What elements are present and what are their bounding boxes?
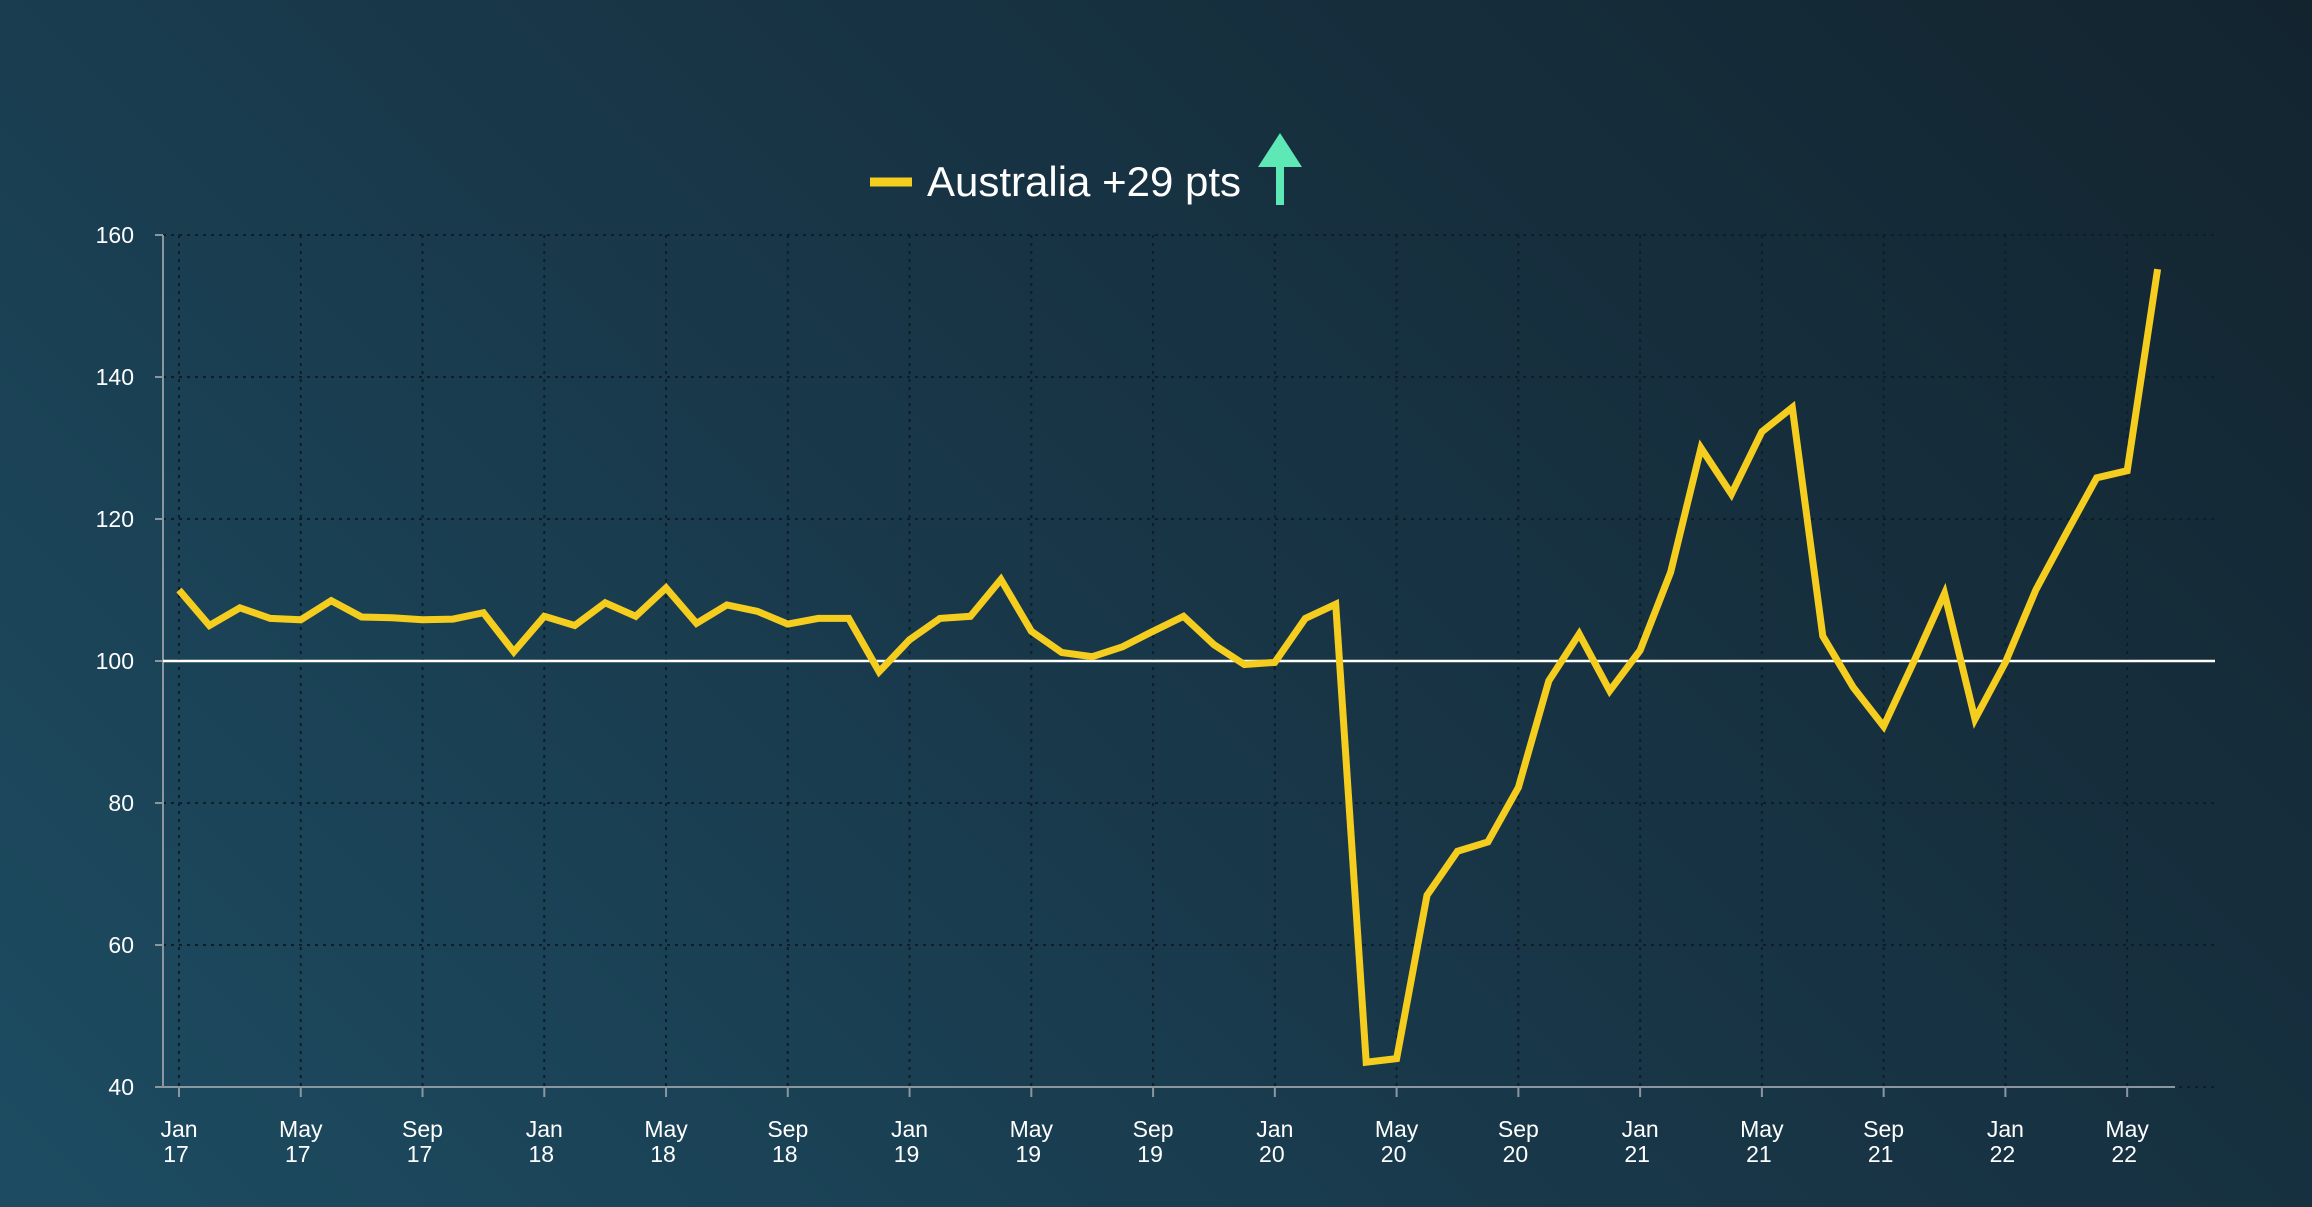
series-line-australia — [176, 268, 2162, 1067]
x-tick-label-month: Sep — [1498, 1116, 1539, 1142]
x-tick-label-month: May — [2105, 1116, 2149, 1142]
axes — [155, 234, 2175, 1097]
x-tick-label-month: Sep — [402, 1116, 443, 1142]
x-tick-label-year: 19 — [1016, 1141, 1042, 1167]
y-tick-label: 40 — [108, 1074, 134, 1100]
x-axis-tick-labels: Jan17May17Sep17Jan18May18Sep18Jan19May19… — [160, 1116, 2149, 1167]
arrow-up-icon — [1258, 133, 1302, 205]
y-axis-tick-labels: 40 60 80 100 120 140 160 — [96, 222, 134, 1100]
x-tick-label-month: Sep — [1863, 1116, 1904, 1142]
x-tick-label-year: 22 — [1990, 1141, 2016, 1167]
x-tick-label-year: 17 — [163, 1141, 189, 1167]
x-tick-label-month: Sep — [767, 1116, 808, 1142]
y-tick-label: 160 — [96, 222, 134, 248]
legend: Australia +29 pts — [870, 133, 1302, 205]
y-tick-label: 80 — [108, 790, 134, 816]
legend-label: Australia +29 pts — [927, 158, 1241, 205]
x-tick-label-month: Jan — [891, 1116, 928, 1142]
x-tick-label-month: Jan — [526, 1116, 563, 1142]
x-tick-label-year: 21 — [1868, 1141, 1894, 1167]
x-tick-label-month: Jan — [1256, 1116, 1293, 1142]
x-tick-label-year: 22 — [2111, 1141, 2137, 1167]
x-tick-label-year: 20 — [1381, 1141, 1407, 1167]
x-tick-label-month: May — [279, 1116, 323, 1142]
arrow-up-icon-head — [1258, 133, 1302, 167]
x-tick-label-month: May — [1375, 1116, 1419, 1142]
x-tick-label-year: 17 — [285, 1141, 311, 1167]
x-tick-label-year: 19 — [1137, 1141, 1163, 1167]
x-tick-label-year: 18 — [528, 1141, 554, 1167]
x-tick-label-year: 21 — [1746, 1141, 1772, 1167]
x-tick-label-month: May — [1740, 1116, 1784, 1142]
x-tick-label-month: Sep — [1133, 1116, 1174, 1142]
x-tick-label-month: Jan — [1987, 1116, 2024, 1142]
x-tick-label-year: 20 — [1503, 1141, 1529, 1167]
x-tick-label-month: May — [1010, 1116, 1054, 1142]
x-tick-label-month: Jan — [160, 1116, 197, 1142]
series-group — [176, 268, 2162, 1067]
x-tick-label-month: May — [644, 1116, 688, 1142]
x-tick-label-year: 19 — [894, 1141, 920, 1167]
x-tick-label-year: 21 — [1624, 1141, 1650, 1167]
arrow-up-icon-stem — [1276, 165, 1284, 205]
y-tick-label: 120 — [96, 506, 134, 532]
y-tick-label: 100 — [96, 648, 134, 674]
x-tick-label-month: Jan — [1622, 1116, 1659, 1142]
y-tick-label: 140 — [96, 364, 134, 390]
x-tick-label-year: 20 — [1259, 1141, 1285, 1167]
x-tick-label-year: 18 — [772, 1141, 798, 1167]
x-tick-label-year: 18 — [650, 1141, 676, 1167]
y-tick-label: 60 — [108, 932, 134, 958]
x-tick-label-year: 17 — [407, 1141, 433, 1167]
